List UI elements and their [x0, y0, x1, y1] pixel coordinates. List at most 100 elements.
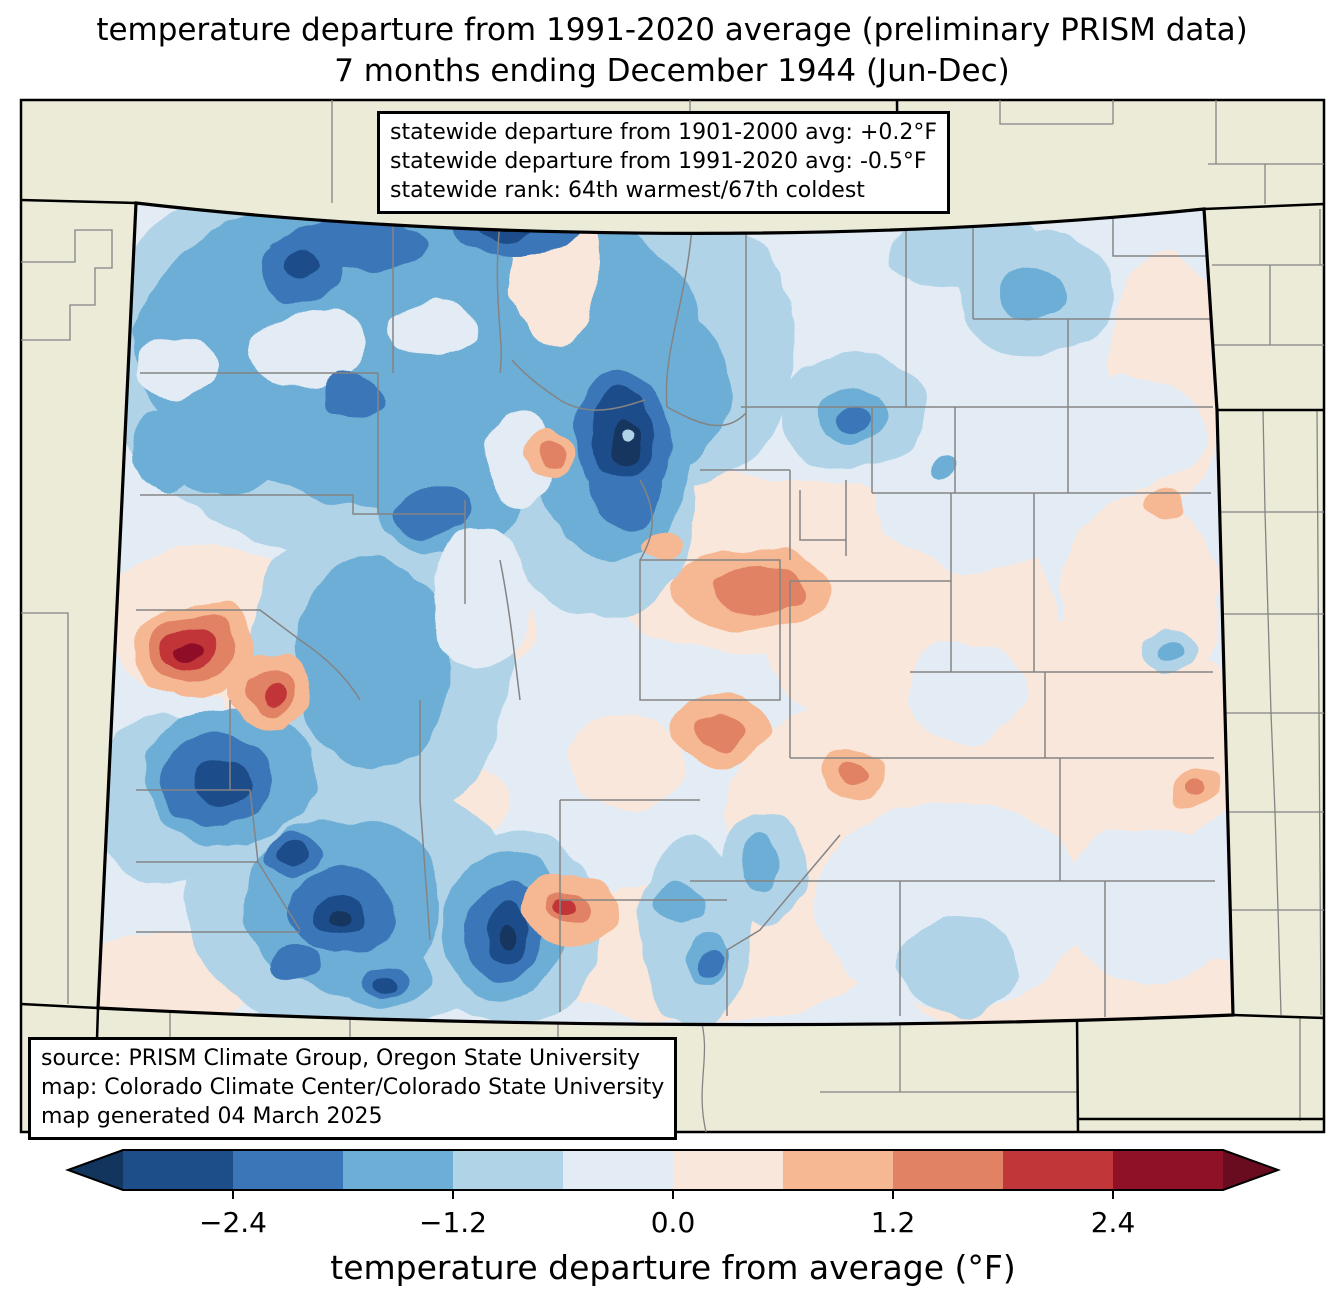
- figure-title-line1: temperature departure from 1991-2020 ave…: [96, 12, 1248, 48]
- county-boundary-line: [639, 559, 781, 701]
- anomaly-region: [294, 557, 450, 773]
- county-boundary-line: [1316, 409, 1322, 1016]
- stats-line-rank: statewide rank: 64th warmest/67th coldes…: [390, 178, 865, 203]
- anomaly-region: [567, 714, 683, 810]
- county-boundary-line: [665, 213, 694, 408]
- anomaly-region: [270, 946, 322, 984]
- anomaly-region: [696, 712, 744, 746]
- colorbar-outline: [65, 1149, 1281, 1191]
- colorbar-tick-label: −2.4: [199, 1206, 267, 1239]
- county-boundary-line: [249, 789, 259, 863]
- colorbar-axis-label: temperature departure from average (°F): [330, 1248, 1016, 1287]
- anomaly-region: [1064, 827, 1233, 983]
- county-boundary-line: [1112, 212, 1208, 257]
- anomaly-region: [136, 336, 220, 400]
- county-boundary-line: [999, 100, 1113, 125]
- county-boundary-line: [499, 559, 521, 701]
- figure-title: temperature departure from 1991-2020 ave…: [0, 10, 1344, 92]
- county-boundary-line: [639, 479, 653, 561]
- county-boundary-line: [799, 490, 846, 541]
- colorbar-tick-label: 2.4: [1091, 1206, 1136, 1239]
- anomaly-region: [162, 410, 282, 494]
- county-boundary-line: [699, 1015, 707, 1132]
- county-boundary-line: [511, 359, 561, 401]
- colorbar-segment: [233, 1150, 344, 1190]
- anomaly-region: [432, 526, 528, 670]
- county-boundary-line: [299, 639, 361, 701]
- neighbor-county-lines: [21, 100, 1324, 1132]
- source-line-map: map: Colorado Climate Center/Colorado St…: [41, 1075, 665, 1100]
- state-boundary-line: [1232, 1013, 1324, 1020]
- stats-box: statewide departure from 1901-2000 avg: …: [377, 111, 951, 214]
- colorbar-segment: [1003, 1150, 1114, 1190]
- state-boundary-line: [1075, 1015, 1080, 1132]
- anomaly-region: [638, 530, 682, 560]
- anomaly-region: [699, 947, 721, 973]
- colorado-county-lines: [136, 210, 1215, 1017]
- county-boundary-line: [726, 834, 841, 951]
- county-boundary-line: [136, 609, 301, 641]
- anomaly-region: [1034, 374, 1210, 490]
- anomaly-region: [178, 644, 206, 662]
- anomaly-region: [835, 403, 869, 433]
- state-boundary-line: [21, 198, 137, 205]
- colorbar-segment: [563, 1150, 674, 1190]
- anomaly-region: [375, 975, 401, 995]
- anomaly-region: [387, 301, 477, 355]
- county-boundary-line: [21, 612, 69, 1004]
- anomaly-region: [742, 835, 778, 895]
- colorbar: −2.4 −1.2 0.0 1.2 2.4 temperature departure …: [65, 1149, 1281, 1287]
- anomaly-region: [322, 373, 382, 421]
- state-boundary-line: [21, 1002, 99, 1010]
- colorbar-under-arrow: [68, 1150, 123, 1190]
- colorbar-segment: [453, 1150, 564, 1190]
- colorado-state-border: [96, 201, 1235, 1027]
- source-line-generated: map generated 04 March 2025: [41, 1104, 383, 1129]
- colorbar-ticks: −2.4 −1.2 0.0 1.2 2.4: [199, 1190, 1135, 1239]
- anomaly-region: [192, 764, 252, 808]
- anomaly-region: [1182, 782, 1202, 798]
- colorbar-tick-label: 0.0: [651, 1206, 696, 1239]
- figure-title-line2: 7 months ending December 1944 (Jun-Dec): [334, 53, 1010, 89]
- colorbar-tick-label: 1.2: [871, 1206, 916, 1239]
- state-boundary-line: [1203, 202, 1324, 211]
- anomaly-region: [252, 310, 368, 386]
- anomaly-region: [536, 444, 566, 470]
- source-box: source: PRISM Climate Group, Oregon Stat…: [28, 1037, 678, 1140]
- source-line-source: source: PRISM Climate Group, Oregon Stat…: [41, 1046, 641, 1071]
- anomaly-region: [488, 410, 552, 510]
- anomaly-region: [898, 917, 1018, 1013]
- anomaly-region: [135, 410, 195, 494]
- anomaly-region: [927, 456, 955, 480]
- stats-line-1991-2020: statewide departure from 1991-2020 avg: …: [390, 149, 927, 174]
- county-boundary-line: [559, 399, 646, 411]
- colorbar-segment: [673, 1150, 784, 1190]
- county-boundary-line: [666, 406, 747, 427]
- anomaly-region: [815, 800, 1085, 1010]
- anomaly-region: [333, 911, 355, 927]
- stats-line-1901-2000: statewide departure from 1901-2000 avg: …: [390, 120, 938, 145]
- anomaly-region: [999, 265, 1067, 321]
- anomaly-region: [611, 423, 641, 465]
- colorbar-segment: [123, 1150, 234, 1190]
- anomaly-region: [1154, 639, 1180, 661]
- temperature-anomaly-field: [98, 203, 1233, 1025]
- anomaly-region: [713, 568, 801, 616]
- anomaly-region: [396, 484, 468, 536]
- county-boundary-line: [140, 494, 465, 515]
- anomaly-region: [500, 927, 518, 949]
- colorbar-segment: [1113, 1150, 1224, 1190]
- colorbar-tick-label: −1.2: [419, 1206, 487, 1239]
- anomaly-region: [280, 844, 306, 866]
- colorbar-segment: [783, 1150, 894, 1190]
- county-boundary-line: [419, 700, 431, 941]
- anomaly-region: [658, 882, 706, 922]
- anomaly-region: [622, 431, 634, 441]
- anomaly-region: [281, 249, 319, 275]
- colorbar-segment: [343, 1150, 454, 1190]
- county-boundary-line: [257, 861, 301, 931]
- anomaly-region: [840, 766, 872, 790]
- colorbar-segment: [893, 1150, 1004, 1190]
